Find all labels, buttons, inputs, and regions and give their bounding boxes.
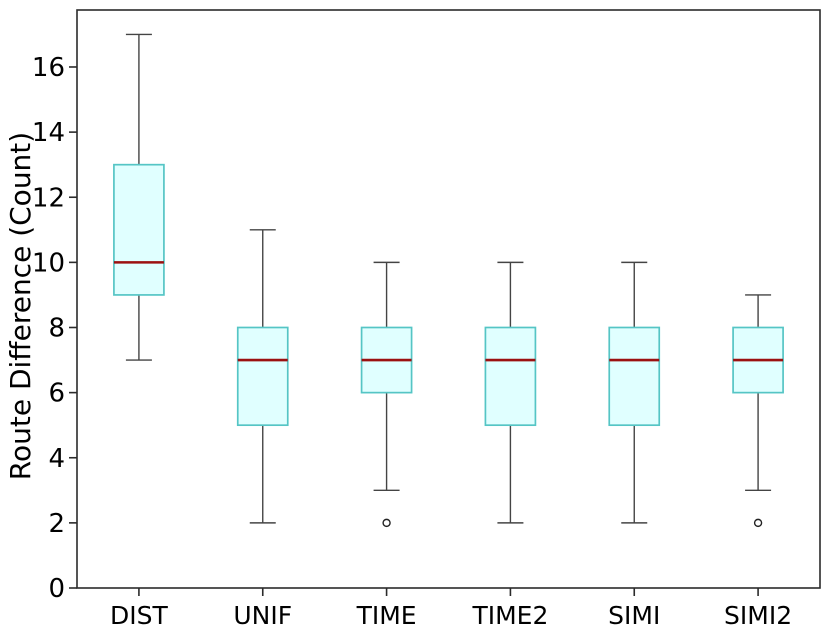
y-tick-label: 2 bbox=[48, 509, 65, 539]
x-tick-label-TIME: TIME bbox=[356, 601, 417, 629]
y-tick-label: 10 bbox=[32, 248, 65, 278]
plot-frame bbox=[76, 9, 821, 589]
box-TIME2 bbox=[484, 326, 537, 427]
y-tick-label: 12 bbox=[32, 183, 65, 213]
y-tick-label: 14 bbox=[32, 118, 65, 148]
y-tick-label: 0 bbox=[48, 574, 65, 604]
outlier-SIMI2 bbox=[753, 518, 763, 528]
outlier-TIME bbox=[382, 518, 391, 528]
y-axis-label: Route Difference (Count) bbox=[4, 132, 37, 480]
y-tick-label: 16 bbox=[32, 53, 65, 83]
x-tick-label-DIST: DIST bbox=[110, 601, 168, 629]
x-tick-label-TIME2: TIME2 bbox=[471, 601, 548, 629]
x-tick-label-UNIF: UNIF bbox=[233, 601, 292, 629]
x-tick-label-SIMI2: SIMI2 bbox=[724, 601, 792, 629]
x-tick-label-SIMI: SIMI bbox=[608, 601, 660, 629]
box-UNIF bbox=[236, 326, 289, 427]
y-tick-label: 6 bbox=[48, 379, 65, 409]
box-DIST bbox=[113, 163, 165, 296]
y-tick-label: 4 bbox=[48, 444, 65, 474]
box-SIMI bbox=[608, 326, 661, 427]
y-tick-label: 8 bbox=[48, 314, 65, 344]
